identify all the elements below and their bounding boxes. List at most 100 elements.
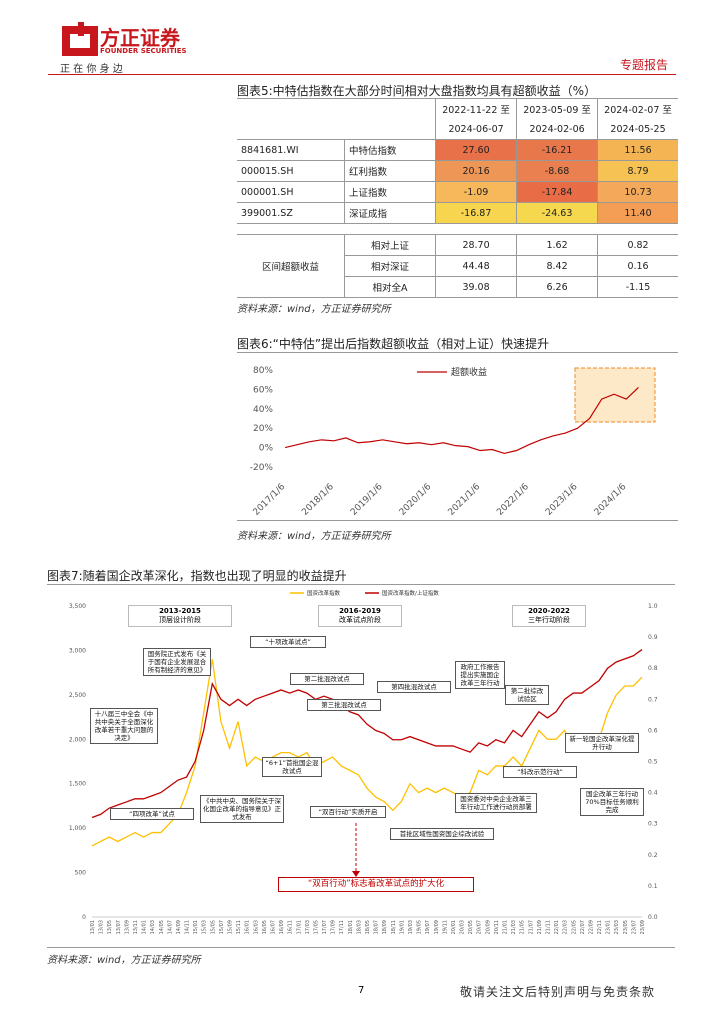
x-tick-label: 15/05 [210,920,216,934]
chart: 0 500 1,000 1,500 2,000 2,500 3,000 3,500 0.0 0.1… [69,589,658,934]
y2-tick-label: 0.1 [648,883,658,890]
rule [47,584,675,585]
phase-name: 改革试点阶段 [339,616,381,624]
y2-tick-label: 0.0 [648,914,658,921]
x-tick-label: 23/05 [623,920,629,934]
y-tick-label: 20% [253,424,273,434]
x-tick-label: 18/01 [348,920,354,934]
page-number: 7 [358,985,365,996]
chart-title: 图表6:“中特估”提出后指数超额收益（相对上证）快速提升 [237,337,550,351]
cell: -16.87 [435,202,517,224]
x-tick-label: 23/03 [614,920,620,934]
y2-tick-label: 0.5 [648,759,658,766]
annotation: 国务院正式发布《关于国有企业发展混合所有制经济的意见》 [143,648,211,676]
x-tick-label: 14/07 [167,920,173,934]
x-tick-label: 20/09 [485,920,491,934]
legend-label: 国资改革指数/上证指数 [382,589,439,597]
y-tick-label: 80% [253,366,273,376]
x-tick-label: 14/11 [185,920,191,934]
x-tick-label: 19/09 [434,920,440,934]
x-tick-label: 16/07 [270,920,276,934]
y-tick-label: 1,000 [69,825,86,832]
report-type: 专题报告 [620,58,669,72]
cell: 39.08 [435,276,517,298]
source: 资料来源：wind，方正证券研究所 [237,531,391,542]
phase-box: 2020-2022 三年行动阶段 [512,605,586,627]
x-tick-label: 22/07 [580,920,586,934]
annotation: 第二批混改试点 [290,673,364,685]
annotation: 新一轮国企改革深化提升行动 [565,733,639,753]
y-tick-label: 3,500 [69,603,86,610]
header-cell: 2023-05-09 至 [516,98,598,119]
row: 相对全A 39.08 6.26 -1.15 [237,276,678,298]
x-tick-label: 15/11 [236,920,242,934]
x-tick-label: 23/07 [631,920,637,934]
annotation: 十八届三中全会《中共中央关于全面深化改革若干重大问题的决定》 [90,708,158,744]
cell: 红利指数 [344,160,436,182]
line [91,659,643,847]
x-tick-label: 14/09 [176,920,182,934]
header-row: 2022-11-22 至 2023-05-09 至 2024-02-07 至 [237,98,678,140]
logo [62,22,98,56]
cell: 相对深证 [344,255,436,277]
y2-tick-label: 0.6 [648,727,658,734]
phase-box: 2013-2015 顶层设计阶段 [128,605,232,627]
x-tick-label: 22/11 [597,920,603,934]
x-tick-label: 23/09 [640,920,646,934]
y2-tick-label: 0.9 [648,634,658,641]
y-tick-label: -20% [250,463,274,473]
x-tick-label: 22/01 [554,920,560,934]
rule [237,520,678,521]
x-tick-label: 21/11 [545,920,551,934]
x-tick-label: 22/03 [563,920,569,934]
cell: -16.21 [516,139,598,161]
y-tick-label: 2,000 [69,736,86,743]
phase-box: 2016-2019 改革试点阶段 [318,605,402,627]
source: 资料来源：wind，方正证券研究所 [237,304,391,315]
line [285,387,639,455]
x-tick-label: 13/05 [107,920,113,934]
y-tick-label: 2,500 [69,692,86,699]
row: 000015.SH 红利指数 20.16 -8.68 8.79 [237,160,678,182]
x-tick-label: 2018/1/6 [300,482,336,518]
x-tick-label: 2019/1/6 [349,482,385,518]
row: 相对深证 44.48 8.42 0.16 [237,255,678,277]
x-tick-label: 16/03 [253,920,259,934]
x-tick-label: 21/03 [511,920,517,934]
x-tick-label: 15/09 [228,920,234,934]
slogan: 正 在 你 身 边 [60,64,123,75]
cell: 6.26 [516,276,598,298]
phase-years: 2020-2022 [528,607,570,615]
table: 2022-11-22 至 2023-05-09 至 2024-02-07 至 2024… [237,98,678,298]
cell: 28.70 [435,234,517,256]
y2-tick-label: 1.0 [648,603,658,610]
cell: -8.68 [516,160,598,182]
header-cell: 2024-02-07 至 [597,98,678,119]
x-tick-label: 18/07 [374,920,380,934]
annotation: 国资委对中央企业改革三年行动工作进行动员部署 [455,793,537,813]
phase-name: 顶层设计阶段 [159,616,201,624]
x-tick-label: 18/11 [391,920,397,934]
x-tick-label: 16/05 [262,920,268,934]
header-cell: 2024-02-06 [516,119,598,140]
x-tick-label: 19/01 [399,920,405,934]
x-tick-label: 17/05 [313,920,319,934]
cell: 0.82 [597,234,678,256]
cell: 10.73 [597,181,678,203]
x-tick-label: 21/09 [537,920,543,934]
x-tick-label: 18/03 [356,920,362,934]
chart: -20% 0% 20% 40% 60% 80% 2017/1/6 2018/1/6 2019/1… [250,366,656,518]
cell: 中特估指数 [344,139,436,161]
x-tick-label: 18/09 [382,920,388,934]
cell: 27.60 [435,139,517,161]
cell: -1.15 [597,276,678,298]
source: 资料来源：wind，方正证券研究所 [47,955,201,966]
cell: 44.48 [435,255,517,277]
y2-tick-label: 0.3 [648,821,658,828]
x-tick-label: 17/03 [305,920,311,934]
x-tick-label: 17/01 [296,920,302,934]
x-tick-label: 2022/1/6 [495,482,531,518]
x-tick-label: 2021/1/6 [447,482,483,518]
y-tick-label: 0% [259,444,274,454]
disclaimer: 敬请关注文后特别声明与免责条款 [460,985,656,999]
